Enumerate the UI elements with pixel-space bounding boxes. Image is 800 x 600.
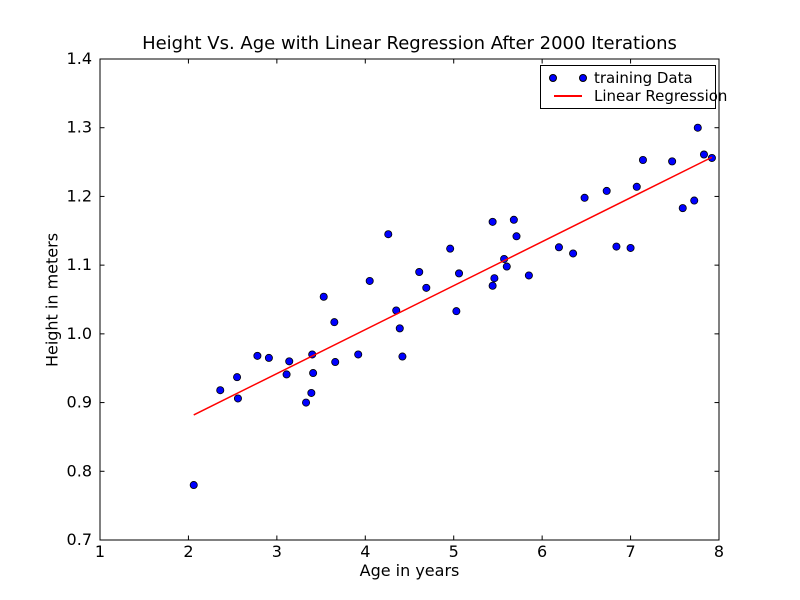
data-point (395, 324, 404, 333)
data-point (580, 193, 589, 202)
red-line-icon (554, 95, 582, 97)
data-point (626, 243, 635, 252)
data-point (452, 307, 461, 316)
data-point (384, 230, 393, 239)
chart-title: Height Vs. Age with Linear Regression Af… (142, 33, 677, 54)
legend-entry-linear-regression: Linear Regression (541, 87, 727, 105)
legend-label-training-data: training Data (594, 69, 693, 87)
y-tick-label: 1.0 (67, 324, 92, 343)
data-point (307, 388, 316, 397)
data-point (690, 196, 699, 205)
data-point (490, 274, 499, 283)
y-tick-label: 1.4 (67, 49, 92, 68)
regression-line (193, 156, 713, 416)
y-tick-label: 0.9 (67, 393, 92, 412)
axes-frame (99, 58, 720, 541)
x-tick-label: 5 (449, 542, 459, 561)
data-point (331, 358, 340, 367)
data-point (488, 281, 497, 290)
data-point (488, 217, 497, 226)
data-point (446, 244, 455, 253)
data-point (365, 276, 374, 285)
data-point (330, 318, 339, 327)
data-point (512, 232, 521, 241)
data-point (632, 182, 641, 191)
data-point (264, 353, 273, 362)
legend: training Data Linear Regression (540, 65, 727, 109)
y-tick-label: 0.8 (67, 461, 92, 480)
data-point (253, 351, 262, 360)
x-tick-label: 4 (360, 542, 370, 561)
data-point (612, 242, 621, 251)
data-point (282, 370, 291, 379)
data-point (502, 262, 511, 271)
data-point (602, 186, 611, 195)
x-tick-label: 8 (714, 542, 724, 561)
legend-marker-line (549, 95, 587, 97)
data-point (554, 243, 563, 252)
data-point (668, 157, 677, 166)
y-tick-label: 1.3 (67, 118, 92, 137)
x-axis-label: Age in years (359, 561, 460, 580)
legend-label-linear-regression: Linear Regression (594, 87, 728, 105)
legend-marker-dots (549, 74, 587, 82)
data-point (678, 204, 687, 213)
y-tick-label: 1.2 (67, 186, 92, 205)
data-point (233, 373, 242, 382)
data-point (216, 386, 225, 395)
data-point (524, 271, 533, 280)
y-tick-label: 0.7 (67, 530, 92, 549)
data-point (569, 249, 578, 258)
x-tick-label: 1 (95, 542, 105, 561)
y-tick-label: 1.1 (67, 255, 92, 274)
x-tick-label: 6 (537, 542, 547, 561)
data-point (422, 283, 431, 292)
data-point (415, 268, 424, 277)
data-point (319, 292, 328, 301)
data-point (233, 394, 242, 403)
legend-entry-training-data: training Data (541, 69, 715, 87)
blue-dot-icon (549, 74, 557, 82)
data-point (699, 150, 708, 159)
x-tick-label: 7 (625, 542, 635, 561)
data-point (509, 215, 518, 224)
data-point (455, 269, 464, 278)
data-point (398, 352, 407, 361)
y-axis-label: Height in meters (42, 232, 62, 368)
x-tick-label: 2 (183, 542, 193, 561)
x-tick-label: 3 (272, 542, 282, 561)
blue-dot-icon (579, 74, 587, 82)
data-point (285, 357, 294, 366)
data-point (354, 350, 363, 359)
data-point (309, 369, 318, 378)
data-point (302, 398, 311, 407)
data-point (638, 156, 647, 165)
data-point (189, 481, 198, 490)
data-point (693, 123, 702, 132)
